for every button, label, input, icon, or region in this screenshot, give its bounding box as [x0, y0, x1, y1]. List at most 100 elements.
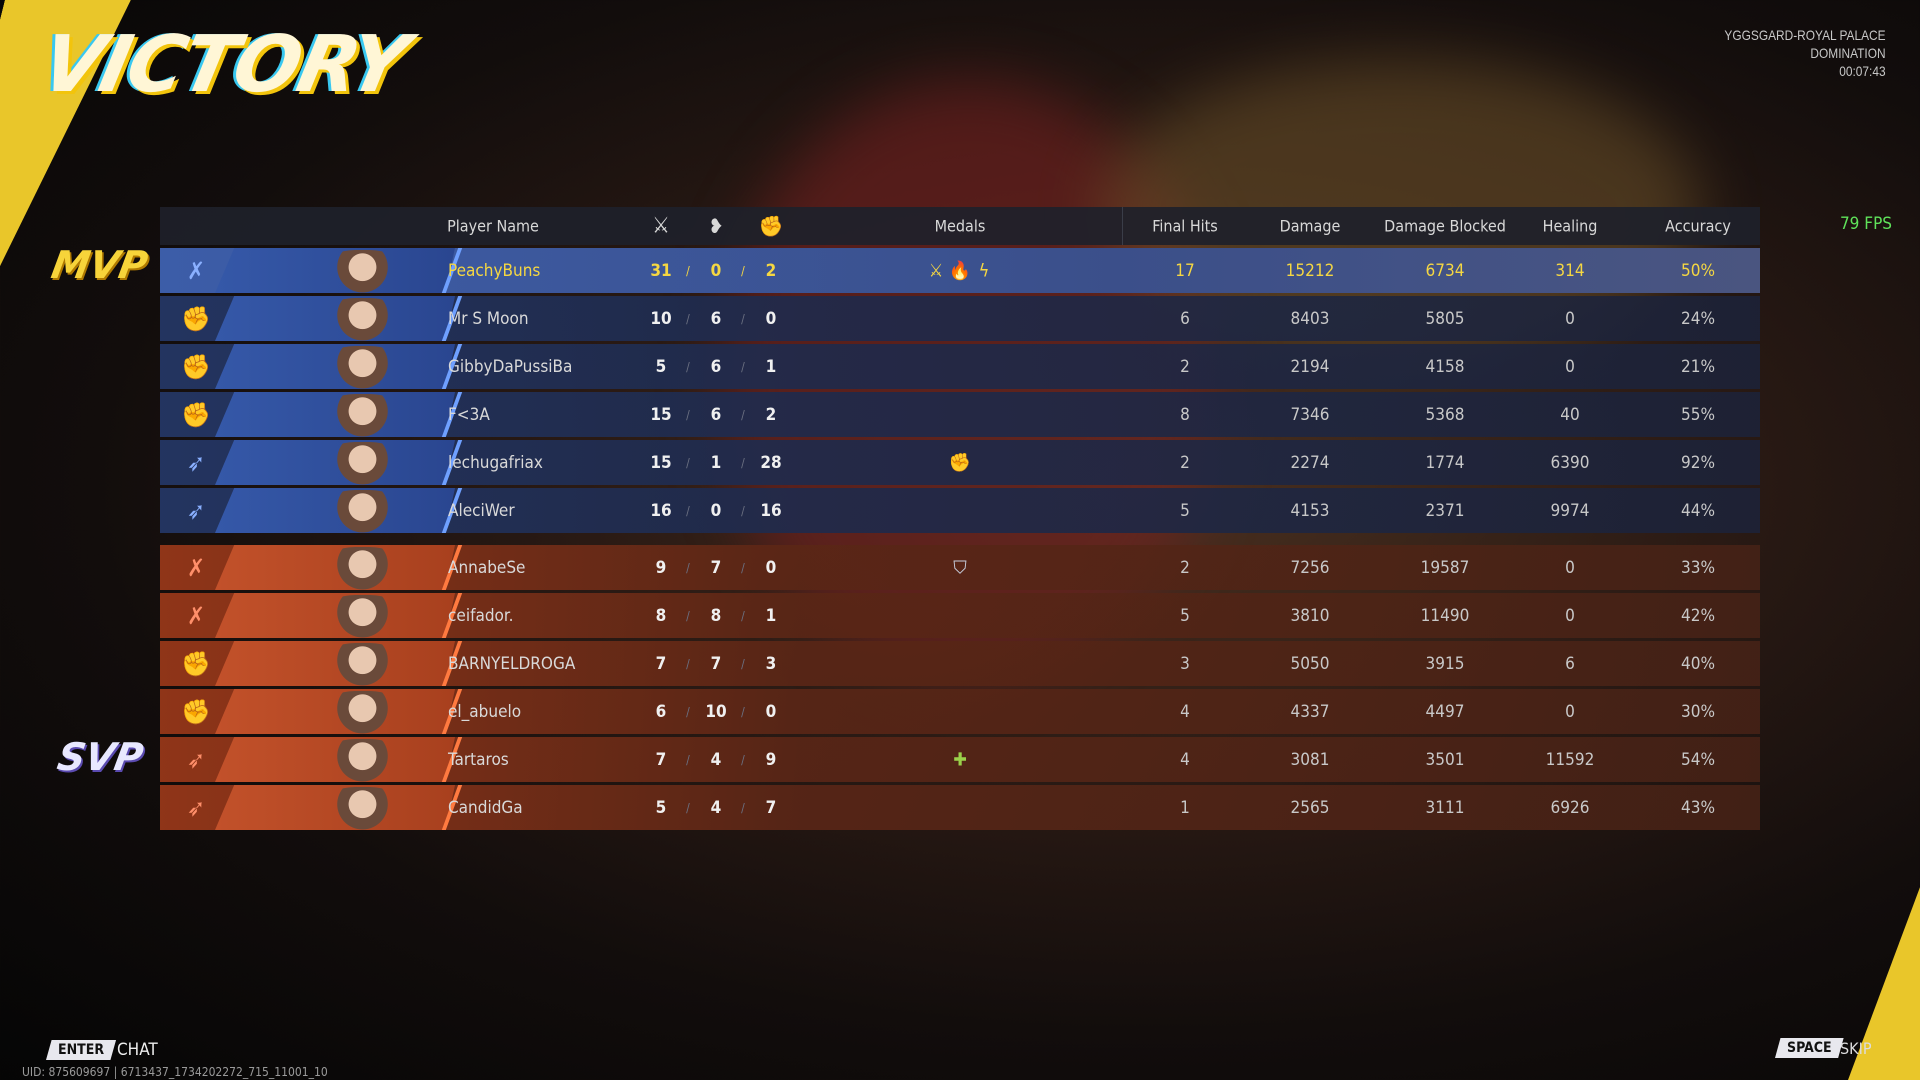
flame-icon[interactable]: 🔥 — [948, 260, 972, 281]
player-row[interactable]: ➶ CandidGa 5 / 4 / 7 1 2565 3111 6926 43% — [160, 785, 1760, 830]
separator: / — [686, 311, 690, 326]
player-name[interactable]: Mr S Moon — [448, 308, 529, 329]
player-row[interactable]: ✗ ceifador. 8 / 8 / 1 5 3810 11490 0 42% — [160, 593, 1760, 638]
accuracy: 55% — [1681, 404, 1715, 425]
player-row[interactable]: ➶ Tartaros 7 / 4 / 9 ✚ 4 3081 3501 11592 5… — [160, 737, 1760, 782]
hero-face — [325, 394, 400, 437]
hero-portrait — [215, 248, 455, 293]
hero-portrait — [215, 392, 455, 437]
player-name[interactable]: Tartaros — [448, 749, 509, 770]
healing: 9974 — [1550, 500, 1590, 521]
accuracy: 42% — [1681, 605, 1715, 626]
player-row[interactable]: ➶ AleciWer 16 / 0 / 16 5 4153 2371 9974 4… — [160, 488, 1760, 533]
accuracy: 43% — [1681, 797, 1715, 818]
mvp-badge: MVP — [48, 243, 151, 287]
fist-icon: ✊ — [181, 304, 211, 333]
hero-face — [325, 346, 400, 389]
final-hits: 6 — [1180, 308, 1190, 329]
skip-button[interactable]: SKIP — [1840, 1039, 1872, 1058]
crossed-swords-icon[interactable]: ⚔ — [928, 260, 944, 281]
deaths: 6 — [710, 404, 722, 425]
healing: 6390 — [1550, 452, 1590, 473]
player-name[interactable]: F<3A — [448, 404, 490, 425]
separator: / — [686, 263, 690, 278]
fist-icon: ✊ — [181, 697, 211, 726]
final-hits: 4 — [1180, 749, 1190, 770]
game-mode: DOMINATION — [1810, 45, 1886, 61]
crossed-fists-icon: ✗ — [186, 256, 206, 285]
damage: 7346 — [1290, 404, 1330, 425]
fist-medal-icon[interactable]: ✊ — [948, 452, 972, 473]
player-row[interactable]: ✊ BARNYELDROGA 7 / 7 / 3 3 5050 3915 6 40… — [160, 641, 1760, 686]
hero-portrait — [215, 737, 455, 782]
final-hits: 2 — [1180, 557, 1190, 578]
kills-icon: ⚔ — [652, 213, 670, 239]
hero-face — [325, 442, 400, 485]
player-name[interactable]: PeachyBuns — [448, 260, 541, 281]
player-row[interactable]: ✊ Mr S Moon 10 / 6 / 0 6 8403 5805 0 24% — [160, 296, 1760, 341]
kills: 31 — [650, 260, 672, 281]
hero-portrait — [215, 488, 455, 533]
match-info: YGGSGARD-ROYAL PALACE DOMINATION 00:07:4… — [1725, 26, 1886, 80]
final-hits: 8 — [1180, 404, 1190, 425]
player-name[interactable]: AnnabeSe — [448, 557, 526, 578]
fist-icon: ✊ — [181, 352, 211, 381]
assists: 2 — [765, 404, 777, 425]
player-name[interactable]: el_abuelo — [448, 701, 522, 722]
assists: 2 — [765, 260, 777, 281]
accuracy: 40% — [1681, 653, 1715, 674]
separator: / — [686, 359, 690, 374]
player-row[interactable]: ✊ el_abuelo 6 / 10 / 0 4 4337 4497 0 30% — [160, 689, 1760, 734]
damage: 3810 — [1290, 605, 1330, 626]
space-key-button[interactable]: SPACE — [1775, 1038, 1844, 1058]
player-name[interactable]: AleciWer — [448, 500, 515, 521]
player-row[interactable]: ✗ AnnabeSe 9 / 7 / 0 ⛉ 2 7256 19587 0 33% — [160, 545, 1760, 590]
chat-button[interactable]: CHAT — [117, 1040, 158, 1060]
uid-text: UID: 875609697 | 6713437_1734202272_715_… — [22, 1065, 328, 1079]
separator: / — [686, 560, 690, 575]
player-name[interactable]: lechugafriax — [448, 452, 543, 473]
shield-icon[interactable]: ⛉ — [953, 557, 967, 578]
enter-key-button[interactable]: ENTER — [46, 1040, 117, 1060]
hero-face — [325, 250, 400, 293]
player-name[interactable]: CandidGa — [448, 797, 523, 818]
separator: / — [686, 455, 690, 470]
lightning-icon[interactable]: ϟ — [978, 260, 990, 281]
plus-icon[interactable]: ✚ — [953, 749, 967, 770]
deaths-icon: ❥ — [708, 214, 724, 238]
damage: 7256 — [1290, 557, 1330, 578]
kills: 9 — [655, 557, 667, 578]
final-hits: 5 — [1180, 500, 1190, 521]
separator: / — [741, 752, 745, 767]
damage-blocked: 3501 — [1425, 749, 1465, 770]
damage-blocked: 19587 — [1420, 557, 1470, 578]
accuracy: 21% — [1681, 356, 1715, 377]
header-medals: Medals — [934, 216, 986, 236]
player-row[interactable]: ✗ PeachyBuns 31 / 0 / 2 ⚔ 🔥 ϟ 17 15212 6734 … — [160, 248, 1760, 293]
final-hits: 2 — [1180, 452, 1190, 473]
kills: 7 — [655, 653, 667, 674]
kills: 5 — [655, 356, 667, 377]
damage-blocked: 4158 — [1425, 356, 1465, 377]
wing-icon: ➶ — [186, 745, 206, 774]
hero-face — [325, 739, 400, 782]
separator: / — [741, 704, 745, 719]
damage: 15212 — [1285, 260, 1335, 281]
victory-title: VICTORY — [33, 20, 415, 110]
player-row[interactable]: ➶ lechugafriax 15 / 1 / 28 ✊ 2 2274 1774 6… — [160, 440, 1760, 485]
player-row[interactable]: ✊ F<3A 15 / 6 / 2 8 7346 5368 40 55% — [160, 392, 1760, 437]
hero-face — [325, 595, 400, 638]
crossed-fists-icon: ✗ — [186, 601, 206, 630]
assists: 16 — [760, 500, 782, 521]
damage: 8403 — [1290, 308, 1330, 329]
healing: 6926 — [1550, 797, 1590, 818]
hero-face — [325, 787, 400, 830]
player-name[interactable]: BARNYELDROGA — [448, 653, 576, 674]
separator: / — [741, 359, 745, 374]
separator: / — [686, 608, 690, 623]
player-name[interactable]: GibbyDaPussiBa — [448, 356, 573, 377]
separator: / — [741, 455, 745, 470]
assists: 1 — [765, 356, 777, 377]
player-name[interactable]: ceifador. — [448, 605, 514, 626]
